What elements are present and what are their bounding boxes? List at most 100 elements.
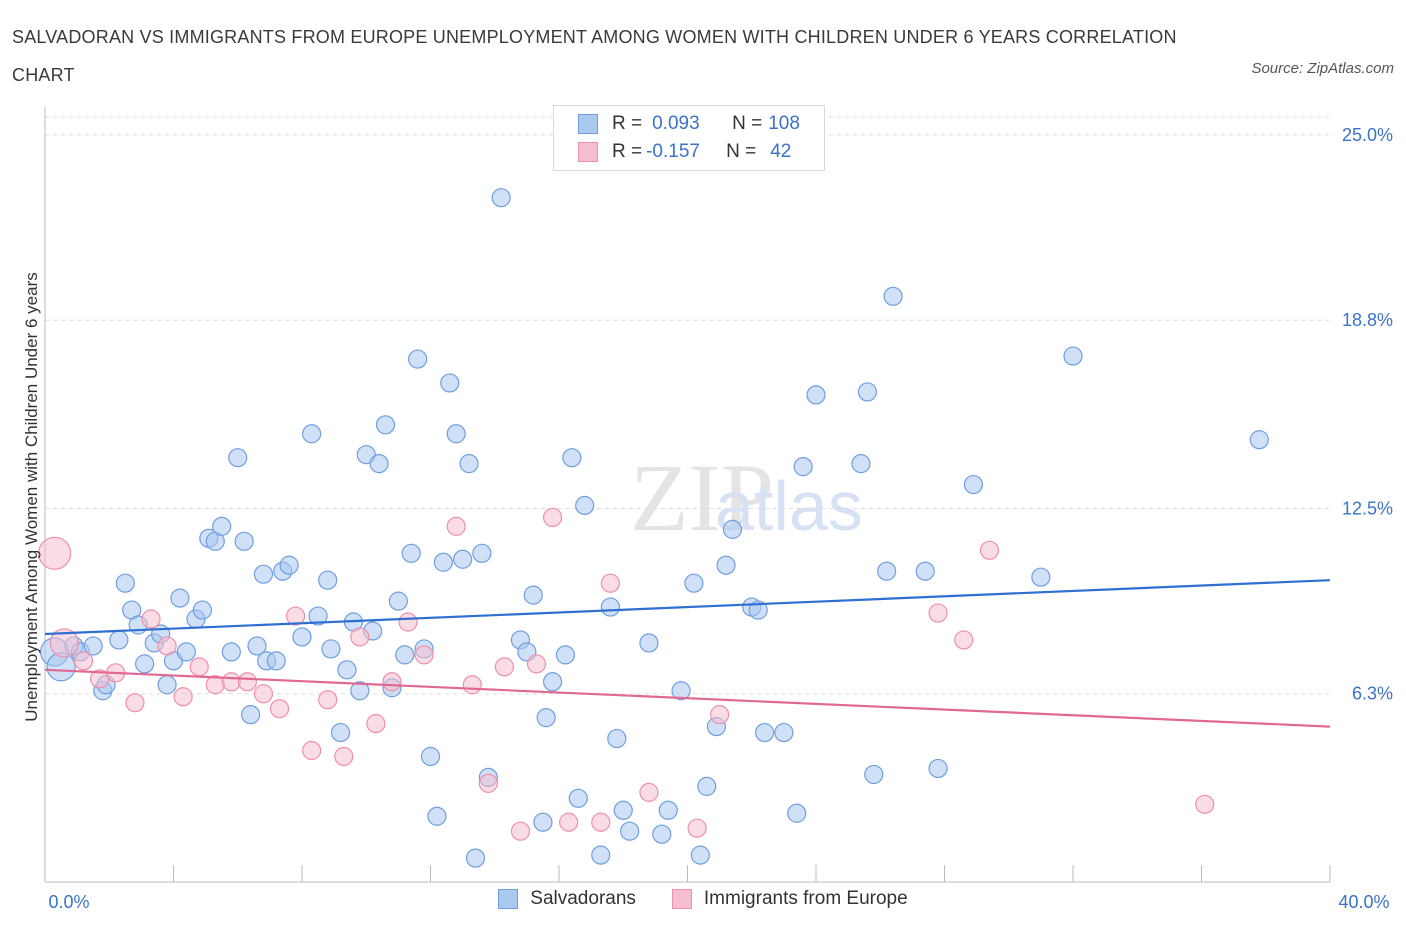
immigrant-point [237,672,257,692]
salvadoran-point [754,722,775,743]
salvadoran-point [433,552,453,572]
salvadoran-point [115,573,135,593]
immigrant-point [253,684,274,704]
immigrant-point [710,705,730,725]
immigrant-point [334,746,354,767]
salvadoran-point [375,415,396,435]
immigrant-point [462,675,482,695]
series-legend: Salvadorans Immigrants from Europe [0,888,1406,910]
immigrant-point [1195,794,1215,814]
immigrant-point [954,630,974,650]
salvadoran-point [963,474,984,495]
salvadoran-point [607,728,627,749]
salvadoran-point [302,424,322,444]
salvadoran-point [613,800,633,820]
watermark-zip: ZIP [630,444,774,551]
salvadoran-point [652,824,672,844]
legend-swatch-blue [498,889,519,909]
salvadoran-point [542,672,563,692]
salvadoran-point [658,800,678,820]
legend-n-label: N = [732,113,763,134]
salvadoran-point [716,555,736,575]
salvadoran-point [472,543,492,563]
immigrant-point [318,690,338,710]
salvadoran-point [620,821,640,841]
salvadoran-point [83,636,103,656]
trend-lines [44,579,1331,728]
salvadoran-point [671,681,691,701]
correlation-legend: R = 0.093 N = 108 R = -0.157 N = 42 [553,105,825,171]
legend-row-salvadorans: R = 0.093 N = 108 [578,112,808,136]
salvadoran-point [292,627,312,647]
salvadoran-point [591,845,611,865]
y-tick-label: 6.3% [1352,684,1393,704]
salvadoran-point [241,705,261,725]
salvadoran-point [722,519,743,539]
salvadoran-point [562,448,582,468]
salvadoran-point [536,708,556,728]
salvadoran-point [523,585,543,605]
salvadoran-point [395,645,415,665]
salvadoran-point [337,660,357,680]
immigrant-point [591,812,611,832]
chart-title: SALVADORAN VS IMMIGRANTS FROM EUROPE UNE… [12,27,1177,85]
salvadoran-point [308,606,328,626]
source-credit: Source: ZipAtlas.com [1251,60,1394,77]
legend-n-label: N = [726,141,757,162]
y-tick-label: 12.5% [1342,498,1393,518]
legend-n-value: 42 [770,141,792,162]
immigrant-point [559,812,579,832]
salvadoran-point [787,803,807,823]
immigrant-point [173,687,193,707]
immigrants-trend-line [44,668,1331,728]
y-tick-label: 25.0% [1342,125,1393,145]
salvadoran-point [568,788,588,808]
salvadoran-point [388,591,408,611]
salvadoran-point [748,600,768,620]
immigrant-point [157,636,177,656]
x-tick-label: 40.0% [1338,892,1389,912]
salvadoran-point [600,597,621,617]
legend-row-immigrants: R = -0.157 N = 42 [578,140,810,164]
tick-labels: 6.3% 12.5% 18.8% 25.0% 0.0% 40.0% [48,125,1393,912]
salvadoran-point [883,286,903,306]
legend-swatch-pink [578,142,598,162]
immigrant-point [302,740,322,761]
salvadoran-point [491,188,511,208]
salvadoran-point [247,636,267,656]
salvadorans-trend-line [44,579,1331,636]
salvadoran-point [533,812,553,832]
salvadoran-point [915,561,935,581]
salvadoran-point [134,654,155,674]
salvadoran-point [212,516,232,536]
salvadoran-point [864,764,884,785]
immigrant-point [141,609,161,629]
salvadoran-point [1063,346,1083,366]
legend-r-label: R = [612,113,643,134]
immigrant-point [446,516,466,536]
salvadoran-point [176,642,196,662]
x-tick-label: 0.0% [48,892,89,912]
salvadoran-point [639,633,659,653]
immigrant-point [285,606,306,626]
immigrant-point [269,699,290,719]
immigrant-point [494,657,514,677]
immigrant-point [510,821,531,841]
immigrant-point [542,507,563,528]
immigrant-point [979,540,1000,560]
salvadoran-point [350,681,370,701]
salvadoran-point [459,454,479,474]
y-tick-label: 18.8% [1342,310,1393,330]
immigrant-point [687,818,707,838]
immigrant-point [639,782,659,802]
y-axis-label: Unemployment Among Women with Children U… [22,272,41,721]
salvadoran-point [575,495,595,516]
salvadoran-point [330,722,351,743]
salvadoran-point [774,722,794,743]
salvadoran-point [697,776,717,796]
salvadoran-point [401,543,421,563]
salvadoran-point [453,549,473,569]
legend-swatch-pink [671,889,692,909]
immigrant-point [414,645,434,665]
immigrant-point [600,573,621,593]
